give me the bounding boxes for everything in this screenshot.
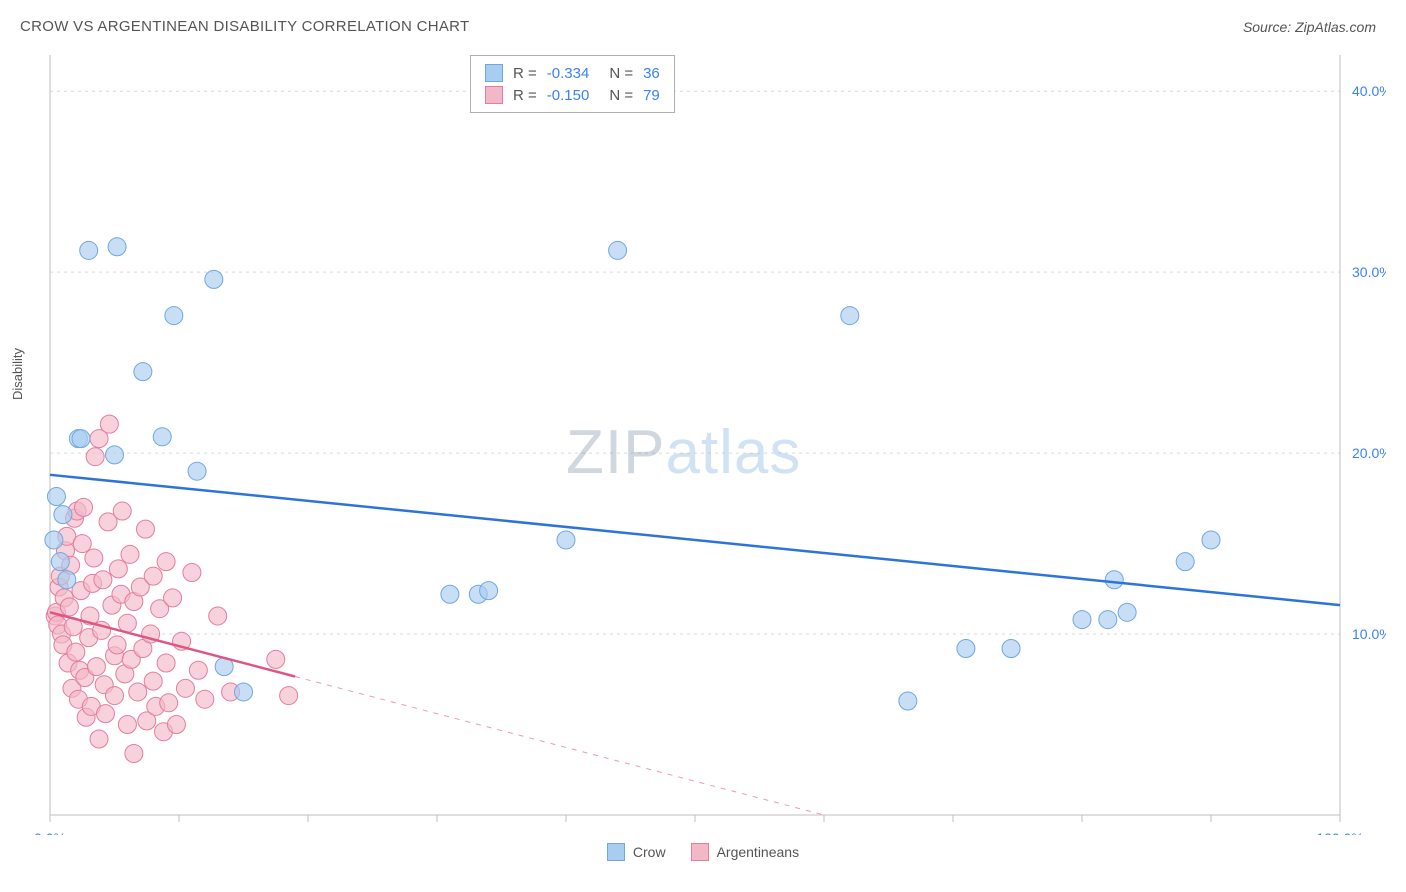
legend-n-value: 79 — [643, 87, 660, 104]
legend-row: R = -0.150 N = 79 — [485, 84, 660, 106]
legend-r-value: -0.334 — [547, 65, 590, 82]
series-legend: Crow Argentineans — [0, 843, 1406, 861]
legend-row: R = -0.334 N = 36 — [485, 62, 660, 84]
legend-n-label: N = — [609, 87, 633, 104]
scatter-chart: 10.0% 20.0% 30.0% 40.0% 0.0% 100.0% — [20, 45, 1386, 835]
legend-r-label: R = — [513, 65, 537, 82]
legend-swatch — [691, 843, 709, 861]
legend-label: Crow — [633, 844, 666, 860]
y-axis-label: Disability — [10, 348, 25, 400]
legend-label: Argentineans — [717, 844, 800, 860]
chart-source: Source: ZipAtlas.com — [1243, 19, 1376, 35]
svg-text:10.0%: 10.0% — [1352, 626, 1386, 642]
svg-text:40.0%: 40.0% — [1352, 83, 1386, 99]
svg-text:100.0%: 100.0% — [1316, 830, 1363, 835]
legend-n-label: N = — [609, 65, 633, 82]
svg-text:20.0%: 20.0% — [1352, 445, 1386, 461]
legend-r-value: -0.150 — [547, 87, 590, 104]
legend-item: Crow — [607, 843, 666, 861]
correlation-legend: R = -0.334 N = 36 R = -0.150 N = 79 — [470, 55, 675, 113]
legend-swatch — [607, 843, 625, 861]
legend-r-label: R = — [513, 87, 537, 104]
chart-header: CROW VS ARGENTINEAN DISABILITY CORRELATI… — [0, 0, 1406, 45]
chart-title: CROW VS ARGENTINEAN DISABILITY CORRELATI… — [20, 18, 469, 35]
svg-text:0.0%: 0.0% — [34, 830, 66, 835]
legend-swatch — [485, 86, 503, 104]
legend-item: Argentineans — [691, 843, 800, 861]
legend-n-value: 36 — [643, 65, 660, 82]
chart-area: Disability 10.0%20.0%30.0%40.0%0.0%100.0… — [20, 45, 1386, 835]
legend-swatch — [485, 64, 503, 82]
svg-text:30.0%: 30.0% — [1352, 264, 1386, 280]
